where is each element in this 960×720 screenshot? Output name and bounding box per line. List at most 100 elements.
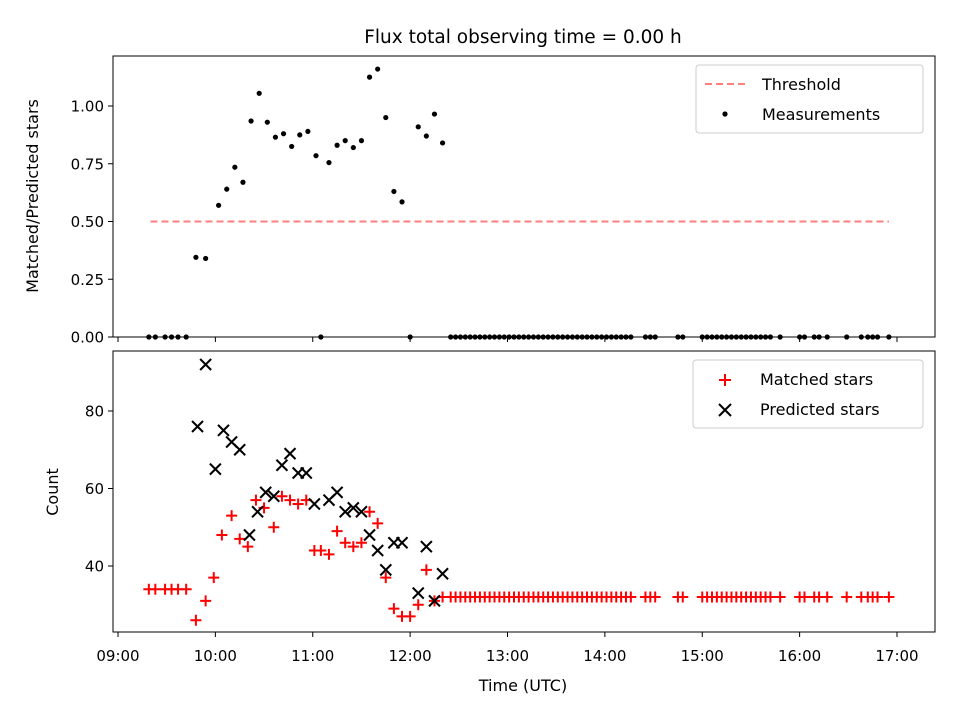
matched-legend-swatch <box>719 374 731 386</box>
matched-point <box>190 614 202 626</box>
bottom-x-ticks: 09:00 10:00 11:00 12:00 13:00 14:00 15:00 16:00… <box>96 632 919 665</box>
matched-point <box>649 591 661 603</box>
measurement-point <box>289 143 295 150</box>
bottom-xtick-label: 11:00 <box>291 647 334 665</box>
matched-point <box>364 506 376 518</box>
predicted-legend-label: Predicted stars <box>760 400 880 419</box>
matched-point <box>774 591 786 603</box>
bottom-legend: Matched stars Predicted stars <box>692 359 924 429</box>
top-ytick-label: 0.50 <box>71 213 104 231</box>
measurement-point <box>248 118 254 124</box>
predicted-point <box>436 567 449 580</box>
bottom-ytick-label: 80 <box>85 403 104 421</box>
matched-point <box>268 521 280 533</box>
bottom-ytick-label: 40 <box>85 558 104 576</box>
matched-point <box>347 541 359 553</box>
matched-point <box>276 490 288 502</box>
predicted-point <box>300 466 313 480</box>
top-y-ticks: 0.00 0.25 0.50 0.75 1.00 <box>71 98 113 347</box>
predicted-point <box>379 563 392 577</box>
measurement-point <box>272 134 279 140</box>
matched-point <box>315 545 327 556</box>
measurements-legend-swatch <box>722 111 728 117</box>
bottom-ytick-label: 60 <box>85 480 104 498</box>
measurement-point <box>350 144 356 151</box>
bottom-y-ticks: 40 60 80 <box>85 403 113 576</box>
bottom-xlabel: Time (UTC) <box>478 676 567 695</box>
bottom-xtick-label: 10:00 <box>194 647 237 665</box>
measurement-point <box>216 202 222 208</box>
measurement-point <box>439 140 446 146</box>
predicted-point <box>251 505 264 518</box>
matched-point <box>234 533 246 545</box>
matched-point <box>355 537 367 549</box>
predicted-point <box>191 420 204 433</box>
measurement-point <box>383 114 389 121</box>
matched-point <box>200 595 212 607</box>
bottom-ylabel: Count <box>43 468 62 516</box>
top-legend-box <box>695 64 924 134</box>
figure-title: Flux total observing time = 0.00 h <box>364 27 682 48</box>
measurement-point <box>297 132 303 138</box>
matched-point <box>242 541 254 553</box>
top-ytick-label: 1.00 <box>71 98 104 116</box>
matched-point <box>841 591 853 603</box>
matched-point <box>412 599 424 611</box>
measurement-point <box>342 138 348 144</box>
measurement-point <box>193 254 199 260</box>
measurement-point <box>423 133 429 139</box>
bottom-xtick-label: 09:00 <box>96 647 139 665</box>
bottom-legend-box <box>692 359 924 429</box>
predicted-point <box>217 424 230 437</box>
matched-point <box>323 548 335 560</box>
matched-point <box>284 494 296 506</box>
predicted-point <box>267 490 281 503</box>
measurement-point <box>240 179 246 185</box>
top-ytick-label: 0.25 <box>71 271 104 289</box>
predicted-point <box>275 459 289 472</box>
measurement-point <box>415 124 421 130</box>
measurement-point <box>264 119 270 125</box>
top-ytick-label: 0.00 <box>71 329 104 347</box>
matched-point <box>339 537 351 549</box>
predicted-point <box>363 528 376 542</box>
matched-point <box>798 591 810 603</box>
predicted-point <box>283 447 297 460</box>
bottom-xtick-label: 16:00 <box>778 647 821 665</box>
measurement-point <box>334 142 340 148</box>
measurement-point <box>203 255 209 262</box>
matched-point <box>226 510 238 522</box>
bottom-xtick-label: 14:00 <box>583 647 626 665</box>
predicted-point <box>308 497 321 511</box>
measurement-point <box>326 159 332 166</box>
matched-point <box>149 583 161 595</box>
matched-point <box>677 591 689 603</box>
bottom-xtick-label: 12:00 <box>389 647 432 665</box>
measurement-point <box>375 66 381 72</box>
matched-point <box>404 610 416 622</box>
matched-point <box>872 591 884 603</box>
predicted-point <box>233 443 246 456</box>
predicted-point <box>243 528 256 542</box>
bottom-xtick-label: 17:00 <box>875 647 918 665</box>
bottom-plot-area <box>143 358 895 626</box>
matched-point <box>292 498 304 510</box>
predicted-point <box>355 505 368 518</box>
matched-point <box>388 603 400 615</box>
matched-point <box>883 591 895 603</box>
predicted-point <box>420 540 433 553</box>
measurement-point <box>256 90 262 96</box>
top-ylabel: Matched/Predicted stars <box>23 99 42 293</box>
matched-point <box>821 591 833 603</box>
measurement-point <box>358 138 365 144</box>
measurement-point <box>366 74 373 80</box>
predicted-point <box>428 594 441 608</box>
matched-point <box>208 572 220 584</box>
matched-point <box>625 591 637 603</box>
predicted-point <box>395 536 409 549</box>
bottom-axes-frame <box>112 350 936 633</box>
measurement-point <box>305 128 311 135</box>
measurements-legend-label: Measurements <box>762 105 880 124</box>
matched-point <box>420 564 432 576</box>
